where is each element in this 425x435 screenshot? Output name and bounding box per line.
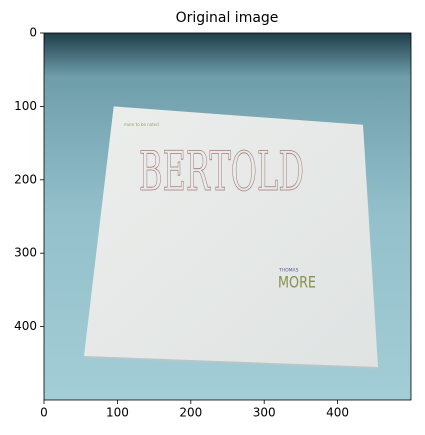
logo-top: THOMAS (278, 268, 299, 274)
paper (84, 106, 378, 368)
photo: more to be noted BERTOLD THOMAS MORE (44, 33, 411, 400)
x-tick-label: 200 (179, 406, 202, 420)
x-tick-label: 400 (326, 406, 349, 420)
x-tick-label: 100 (106, 406, 129, 420)
y-tick-label: 0 (29, 26, 37, 40)
y-tick-label: 300 (14, 246, 37, 260)
paper-note: more to be noted (124, 122, 159, 127)
y-tick-label: 200 (14, 172, 37, 186)
y-tick-label: 100 (14, 99, 37, 113)
handwriting: BERTOLD (139, 140, 304, 203)
chart-title: Original image (176, 10, 279, 26)
logo: MORE (278, 273, 316, 292)
paper-edge (84, 356, 380, 369)
axes-frame (43, 32, 412, 401)
x-tick-label: 0 (40, 406, 48, 420)
x-tick-label: 300 (253, 406, 276, 420)
y-tick-label: 400 (14, 319, 37, 333)
